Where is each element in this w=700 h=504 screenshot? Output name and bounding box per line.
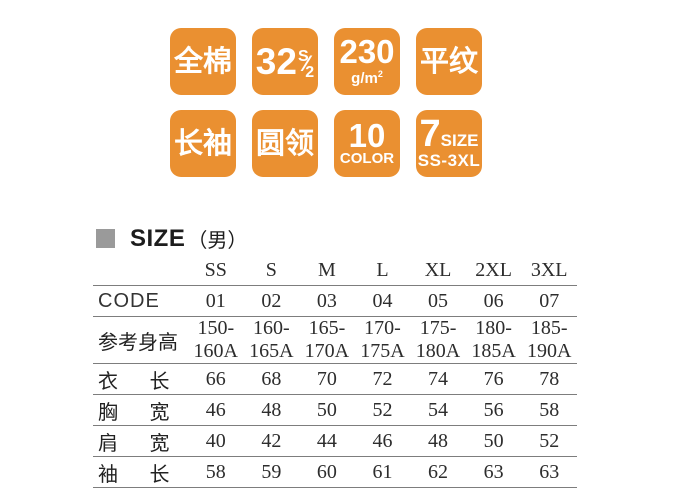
table-row-code: CODE 01 02 03 04 05 06 07 [93,285,577,317]
corner-cell [93,256,188,286]
size-count-word: SIZE [440,130,479,150]
size-header: M [299,256,355,286]
badge-sleeve-label: 长袖 [173,127,232,160]
badge-weight: 230 g/m2 [334,28,400,95]
table-cell: 150-160A [188,316,244,364]
badge-size-count: 7 SIZE SS-3XL [416,110,482,177]
size-header: 2XL [465,256,522,286]
badge-cotton-label: 全棉 [173,45,232,78]
color-count-word: COLOR [339,150,395,167]
section-subtitle: （男） [187,230,248,252]
size-count-line: 7 SIZE [419,112,479,155]
table-cell: 60 [299,456,355,488]
badge-weave: 平纹 [416,28,482,95]
table-cell: 74 [410,363,466,395]
table-cell: 70 [299,363,355,395]
table-cell: 46 [354,425,411,457]
weight-unit-text: g/m [351,70,378,87]
table-cell: 76 [465,363,522,395]
table-cell: 63 [465,456,522,488]
table-cell: 56 [465,394,522,426]
table-cell: 07 [521,285,577,317]
table-row-sleeve-length: 袖 长 58 59 60 61 62 63 63 [93,456,577,488]
table-cell: 04 [354,285,411,317]
row-label: 袖 长 [93,456,188,488]
table-row-chest-width: 胸 宽 46 48 50 52 54 56 58 [93,394,577,426]
table-cell: 52 [521,425,577,457]
badge-collar-label: 圆领 [255,127,314,160]
size-header-row: SS S M L XL 2XL 3XL [93,256,577,286]
table-cell: 06 [465,285,522,317]
size-header: S [243,256,300,286]
weight-value: 230 [339,33,395,70]
table-cell: 68 [243,363,300,395]
table-cell: 50 [465,425,522,457]
size-header: XL [410,256,466,286]
weight-unit-sup: 2 [377,69,383,79]
size-table: SS S M L XL 2XL 3XL CODE 01 02 03 04 05 … [93,256,577,488]
badge-row-1: 全棉 32 S ⁄ 2 230 g/m2 平纹 [170,28,482,95]
weight-unit: g/m2 [351,67,383,86]
table-cell: 44 [299,425,355,457]
table-cell: 175-180A [410,316,466,364]
table-cell: 42 [243,425,300,457]
size-header: L [354,256,411,286]
table-cell: 61 [354,456,411,488]
table-cell: 50 [299,394,355,426]
table-cell: 160-165A [243,316,300,364]
section-header: SIZE （男） [96,224,247,253]
size-header: SS [188,256,244,286]
row-label: 胸 宽 [93,394,188,426]
row-label: 肩 宽 [93,425,188,457]
row-label: CODE [93,285,188,317]
feature-badges: 全棉 32 S ⁄ 2 230 g/m2 平纹 长袖 圆领 10 COLOR [170,28,482,177]
badge-yarn-count-text: 32 S ⁄ 2 [255,41,315,82]
badge-row-2: 长袖 圆领 10 COLOR 7 SIZE SS-3XL [170,110,482,177]
table-cell: 48 [410,425,466,457]
table-cell: 54 [410,394,466,426]
table-cell: 52 [354,394,411,426]
table-cell: 48 [243,394,300,426]
yarn-count-slash: ⁄ [304,51,309,76]
table-cell: 58 [521,394,577,426]
badge-yarn-count: 32 S ⁄ 2 [252,28,318,95]
table-cell: 58 [188,456,244,488]
table-cell: 72 [354,363,411,395]
size-count-value: 7 [419,112,441,155]
row-label: 衣 长 [93,363,188,395]
color-count-value: 10 [348,117,386,154]
table-cell: 66 [188,363,244,395]
table-cell: 40 [188,425,244,457]
table-cell: 185-190A [521,316,577,364]
section-title: SIZE [130,224,186,252]
table-row-shoulder-width: 肩 宽 40 42 44 46 48 50 52 [93,425,577,457]
table-row-body-length: 衣 长 66 68 70 72 74 76 78 [93,363,577,395]
yarn-count-sup: S [297,48,309,65]
square-bullet-icon [96,229,115,248]
badge-cotton: 全棉 [170,28,236,95]
yarn-count-main: 32 [255,41,297,82]
table-cell: 165-170A [299,316,355,364]
yarn-count-sub: 2 [305,64,315,81]
badge-color-count: 10 COLOR [334,110,400,177]
table-cell: 03 [299,285,355,317]
badge-collar: 圆领 [252,110,318,177]
table-cell: 63 [521,456,577,488]
row-label: 参考身高 [93,316,188,364]
table-cell: 78 [521,363,577,395]
size-header: 3XL [521,256,577,286]
table-cell: 59 [243,456,300,488]
table-cell: 46 [188,394,244,426]
table-cell: 170-175A [354,316,411,364]
table-cell: 02 [243,285,300,317]
table-cell: 62 [410,456,466,488]
table-cell: 01 [188,285,244,317]
table-cell: 05 [410,285,466,317]
size-count-range: SS-3XL [417,150,481,170]
badge-weave-label: 平纹 [419,45,478,78]
badge-sleeve: 长袖 [170,110,236,177]
table-cell: 180-185A [465,316,522,364]
table-row-height: 参考身高 150-160A 160-165A 165-170A 170-175A… [93,316,577,364]
